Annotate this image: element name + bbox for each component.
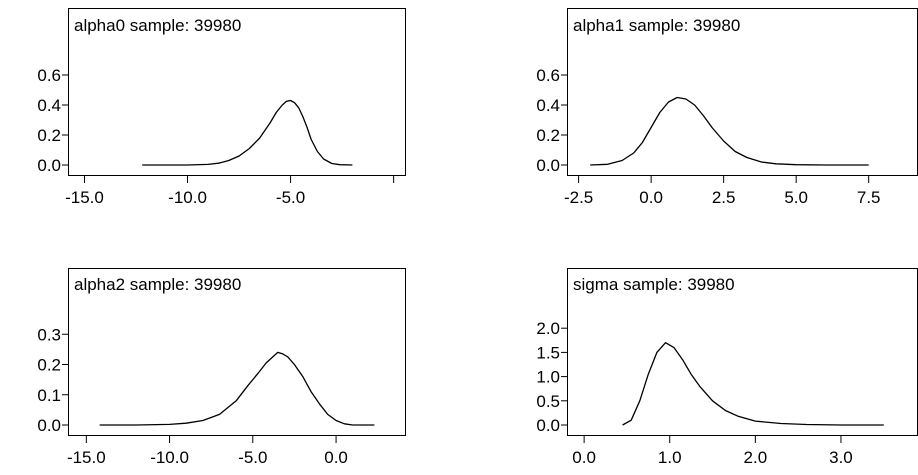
sigma-panel: sigma sample: 39980 0.0 0.5 1.0 1.5 2.0 0.0 1.0… <box>536 268 918 467</box>
alpha2-frame <box>68 268 406 436</box>
alpha0-xtick-label: -10.0 <box>168 188 207 207</box>
alpha2-xtick-label: -5.0 <box>238 448 267 467</box>
alpha0-ytick-label: 0.2 <box>37 126 61 145</box>
sigma-xtick-label: 3.0 <box>829 448 853 467</box>
sigma-ytick-label: 0.0 <box>536 416 560 435</box>
alpha0-frame <box>68 8 406 176</box>
alpha1-ytick-label: 0.0 <box>536 156 560 175</box>
alpha1-ytick-label: 0.2 <box>536 126 560 145</box>
alpha2-ytick-label: 0.1 <box>37 386 61 405</box>
sigma-density-curve <box>622 342 884 426</box>
alpha0-title: alpha0 sample: 39980 <box>74 16 241 35</box>
alpha2-ytick-label: 0.3 <box>37 325 61 344</box>
alpha1-xtick-label: 2.5 <box>712 188 736 207</box>
alpha2-xtick-label: 0.0 <box>324 448 348 467</box>
alpha2-ytick-label: 0.2 <box>37 356 61 375</box>
alpha2-panel: alpha2 sample: 39980 0.0 0.1 0.2 0.3 -15.0 -10… <box>37 268 406 467</box>
sigma-ytick-label: 0.5 <box>536 392 560 411</box>
alpha2-ytick-label: 0.0 <box>37 416 61 435</box>
alpha1-ytick-label: 0.4 <box>536 96 560 115</box>
alpha1-xtick-label: 7.5 <box>857 188 881 207</box>
alpha2-title: alpha2 sample: 39980 <box>74 275 241 294</box>
alpha1-xtick-label: 0.0 <box>639 188 663 207</box>
sigma-ytick-label: 2.0 <box>536 319 560 338</box>
alpha0-ytick-label: 0.6 <box>37 66 61 85</box>
alpha2-xtick-label: -15.0 <box>67 448 106 467</box>
sigma-ytick-label: 1.5 <box>536 343 560 362</box>
alpha0-ytick-label: 0.0 <box>37 156 61 175</box>
alpha1-xtick-label: 5.0 <box>784 188 808 207</box>
sigma-title: sigma sample: 39980 <box>573 275 735 294</box>
alpha0-xtick-label: -15.0 <box>65 188 104 207</box>
alpha0-panel: alpha0 sample: 39980 0.0 0.2 0.4 0.6 -15.0 -10… <box>37 8 406 207</box>
alpha1-xtick-label: -2.5 <box>564 188 593 207</box>
alpha0-xtick-label: -5.0 <box>276 188 305 207</box>
alpha0-density-curve <box>142 99 353 166</box>
alpha2-xtick-label: -10.0 <box>150 448 189 467</box>
alpha0-ytick-label: 0.4 <box>37 96 61 115</box>
sigma-ytick-label: 1.0 <box>536 368 560 387</box>
sigma-xtick-label: 1.0 <box>658 448 682 467</box>
alpha1-title: alpha1 sample: 39980 <box>573 16 740 35</box>
sigma-xtick-label: 2.0 <box>744 448 768 467</box>
alpha2-density-curve <box>99 351 375 426</box>
sigma-xtick-label: 0.0 <box>572 448 596 467</box>
alpha1-density-curve <box>590 96 869 166</box>
alpha1-ytick-label: 0.6 <box>536 66 560 85</box>
